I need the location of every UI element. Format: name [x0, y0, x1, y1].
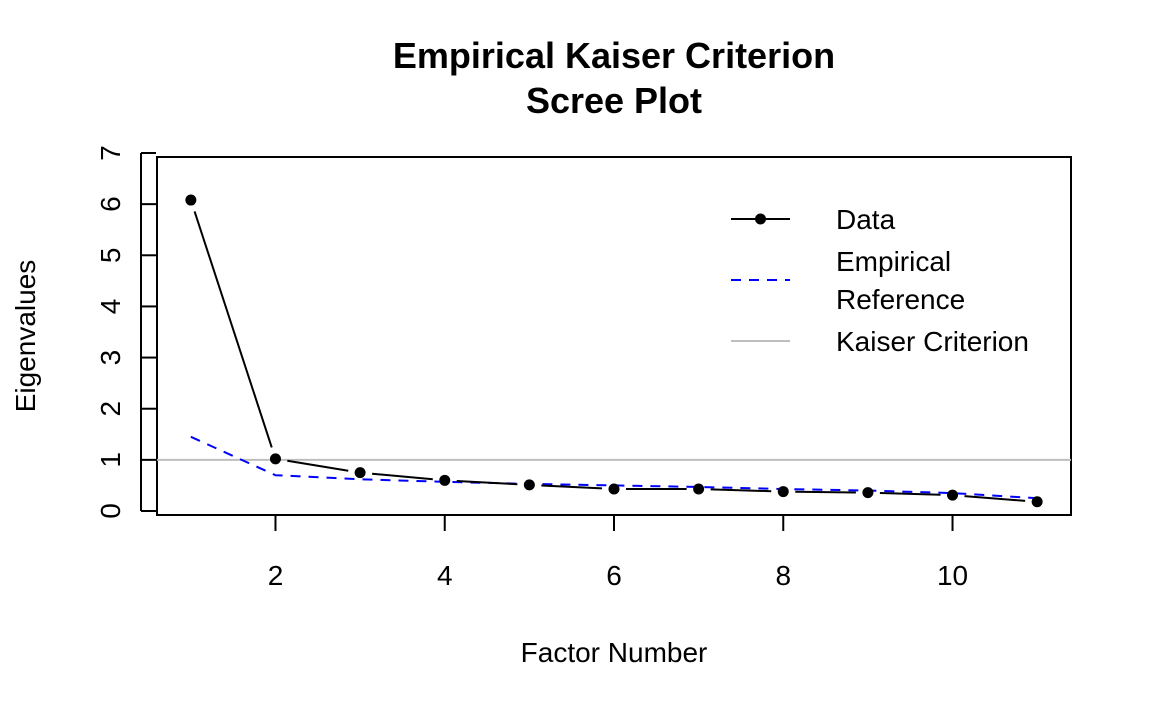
data-line-segment: [964, 495, 1026, 502]
y-tick-label: 4: [95, 299, 126, 315]
y-tick-label: 0: [95, 503, 126, 519]
empirical-reference-line: [190, 435, 1038, 500]
data-line-segment: [879, 491, 941, 496]
data-line-segment: [371, 472, 433, 481]
legend-entry-label: Kaiser Criterion: [836, 326, 1029, 357]
data-line-segment: [287, 459, 349, 472]
chart-subtitle: Scree Plot: [526, 80, 702, 121]
legend-entry-label: Empirical: [836, 246, 951, 277]
legend-entry-label: Reference: [836, 284, 965, 315]
data-point: [693, 483, 705, 495]
data-series-layer: [185, 194, 1043, 508]
data-point: [354, 467, 366, 479]
data-point: [523, 479, 535, 491]
x-axis: 2 4 6 8 10: [268, 514, 968, 591]
data-point: [777, 486, 789, 498]
data-line-segment: [795, 490, 856, 494]
data-point: [439, 474, 451, 486]
y-axis-label: Eigenvalues: [10, 260, 41, 413]
empirical-reference-layer: [190, 435, 1038, 500]
y-tick-label: 1: [95, 452, 126, 468]
data-line-segment: [541, 484, 603, 490]
legend-data-point-icon: [755, 213, 766, 225]
data-point: [862, 487, 874, 499]
data-point: [947, 489, 959, 501]
x-tick-label: 6: [606, 560, 622, 591]
legend-entry-label: Data: [836, 204, 896, 235]
y-tick-label: 2: [95, 401, 126, 417]
data-line-segment: [193, 211, 273, 448]
y-axis: 0 1 2 3 4 5 6 7: [95, 145, 156, 519]
data-line-segment: [456, 479, 518, 486]
legend: Data Empirical Reference Kaiser Criterion: [731, 204, 1029, 357]
y-tick-label: 3: [95, 350, 126, 366]
data-line-segment: [710, 488, 772, 493]
data-point: [269, 453, 281, 465]
y-tick-label: 7: [95, 145, 126, 161]
x-tick-label: 4: [437, 560, 453, 591]
y-tick-label: 5: [95, 247, 126, 263]
x-tick-label: 10: [937, 560, 968, 591]
x-tick-label: 2: [268, 560, 284, 591]
x-tick-label: 8: [775, 560, 791, 591]
data-point: [1031, 496, 1043, 508]
data-point: [608, 483, 620, 495]
data-point: [185, 194, 197, 206]
x-axis-label: Factor Number: [521, 637, 708, 668]
y-tick-label: 6: [95, 196, 126, 212]
chart-title: Empirical Kaiser Criterion: [393, 35, 835, 76]
